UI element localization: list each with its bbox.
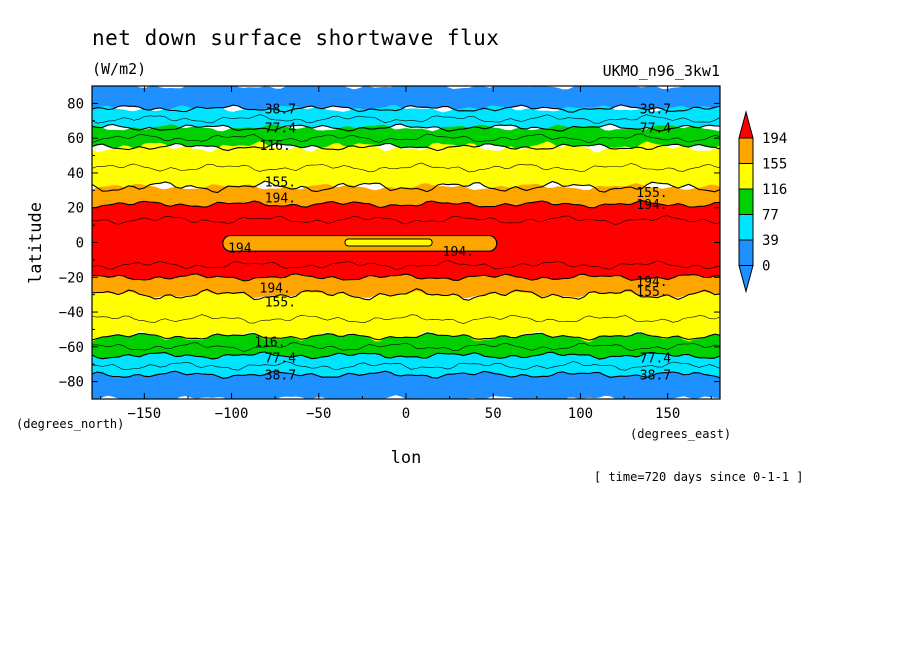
contour-label: 194. <box>636 198 667 213</box>
colorbar-segment <box>738 163 754 190</box>
contour-line-minor <box>92 215 720 225</box>
x-axis-label: lon <box>391 448 422 468</box>
y-axis-ticks: 80 60 40 20 0 −20 −40 −60 −80 <box>59 85 720 400</box>
contour-label: 155. <box>265 296 296 311</box>
band-fill-s-77 <box>92 332 720 360</box>
contour-label: 194. <box>443 245 474 260</box>
time-label: [ time=720 days since 0-1-1 ] <box>594 470 804 484</box>
colorbar-segment <box>738 188 754 215</box>
y-tick-label: 80 <box>67 96 84 112</box>
contour-label: 77.4 <box>265 122 296 137</box>
colorbar-top-arrow <box>738 110 754 139</box>
equatorial-core-fill <box>344 238 433 247</box>
colorbar-bottom-arrow <box>738 265 754 294</box>
contour-lines <box>92 104 720 379</box>
contour-line <box>92 180 720 194</box>
contour-label: 194. <box>636 275 667 290</box>
chart-title: net down surface shortwave flux <box>92 26 499 50</box>
band-fill-s-155 <box>92 273 720 298</box>
contour-label: 38.7 <box>640 369 671 384</box>
contour-line <box>92 123 720 132</box>
band-fill-n-0 <box>92 86 720 113</box>
y-tick-label: −20 <box>59 270 84 286</box>
chart-units: (W/m2) <box>92 60 146 78</box>
y-tick-label: 0 <box>76 236 84 252</box>
colorbar-label: 194 <box>762 131 787 147</box>
band-fill-s-116 <box>92 288 720 343</box>
y-tick-label: 20 <box>67 201 84 217</box>
contour-line <box>92 104 720 113</box>
y-tick-label: 40 <box>67 166 84 182</box>
x-tick-label: 150 <box>655 406 680 422</box>
x-tick-label: −100 <box>215 406 249 422</box>
colorbar-label: 116 <box>762 182 787 198</box>
contour-label: 38.7 <box>640 103 671 118</box>
contour-line <box>92 199 720 209</box>
contour-label: 77.4 <box>640 351 671 366</box>
colorbar-segment <box>738 239 754 266</box>
contour-label: 38.7 <box>265 103 296 118</box>
dataset-label: UKMO_n96_3kw1 <box>603 62 720 80</box>
contour-label: 194. <box>265 191 296 206</box>
contour-label: 194. <box>260 282 291 297</box>
contour-label: 155. <box>636 186 667 201</box>
band-fill-n-39 <box>92 105 720 132</box>
x-tick-label: 100 <box>568 406 593 422</box>
contour-label: 155. <box>636 285 667 300</box>
y-tick-label: 60 <box>67 131 84 147</box>
contour-line <box>92 288 720 301</box>
y-tick-label: −80 <box>59 375 84 391</box>
colorbar: 194 155 116 77 39 0 <box>738 110 787 294</box>
colorbar-segment <box>738 214 754 241</box>
contour-line-minor <box>92 133 720 144</box>
y-tick-label: −60 <box>59 340 84 356</box>
contour-label: 38.7 <box>265 369 296 384</box>
contour-line <box>92 370 720 379</box>
x-tick-label: −150 <box>127 406 161 422</box>
x-tick-label: 0 <box>402 406 410 422</box>
contour-line <box>92 351 720 360</box>
colorbar-label: 39 <box>762 233 779 249</box>
contour-label: 116. <box>260 139 291 154</box>
contour-label: 155. <box>265 176 296 191</box>
colorbar-label: 0 <box>762 259 770 275</box>
contour-label: 77.4 <box>265 351 296 366</box>
colorbar-segment <box>738 137 754 164</box>
contour-line-minor <box>92 361 720 371</box>
plot-area <box>92 86 720 399</box>
contour-line <box>92 332 720 341</box>
y-axis-label: latitude <box>26 202 46 284</box>
band-fill-n-116 <box>92 141 720 193</box>
contour-line-minor <box>92 342 720 352</box>
contour-line-minor <box>92 114 720 124</box>
contour-label: 116. <box>254 336 285 351</box>
y-tick-label: −40 <box>59 305 84 321</box>
x-axis-ticks: −150 −100 −50 0 50 100 150 <box>100 86 712 422</box>
band-fill-s-0 <box>92 371 720 399</box>
contour-label: 77.4 <box>640 122 671 137</box>
contour-line <box>92 142 720 152</box>
contour-line <box>92 273 720 282</box>
band-fill-n-155 <box>92 183 720 208</box>
contour-line-minor <box>92 162 720 173</box>
contour-line-minor <box>92 314 720 324</box>
x-tick-label: 50 <box>485 406 502 422</box>
colorbar-label: 77 <box>762 208 779 224</box>
contour-line-minor <box>92 260 720 270</box>
x-tick-label: −50 <box>306 406 331 422</box>
y-units-label: (degrees_north) <box>16 417 124 431</box>
colorbar-label: 155 <box>762 157 787 173</box>
contour-label: 194. <box>228 242 259 257</box>
contour-fills <box>92 86 720 399</box>
x-units-label: (degrees_east) <box>630 427 731 441</box>
